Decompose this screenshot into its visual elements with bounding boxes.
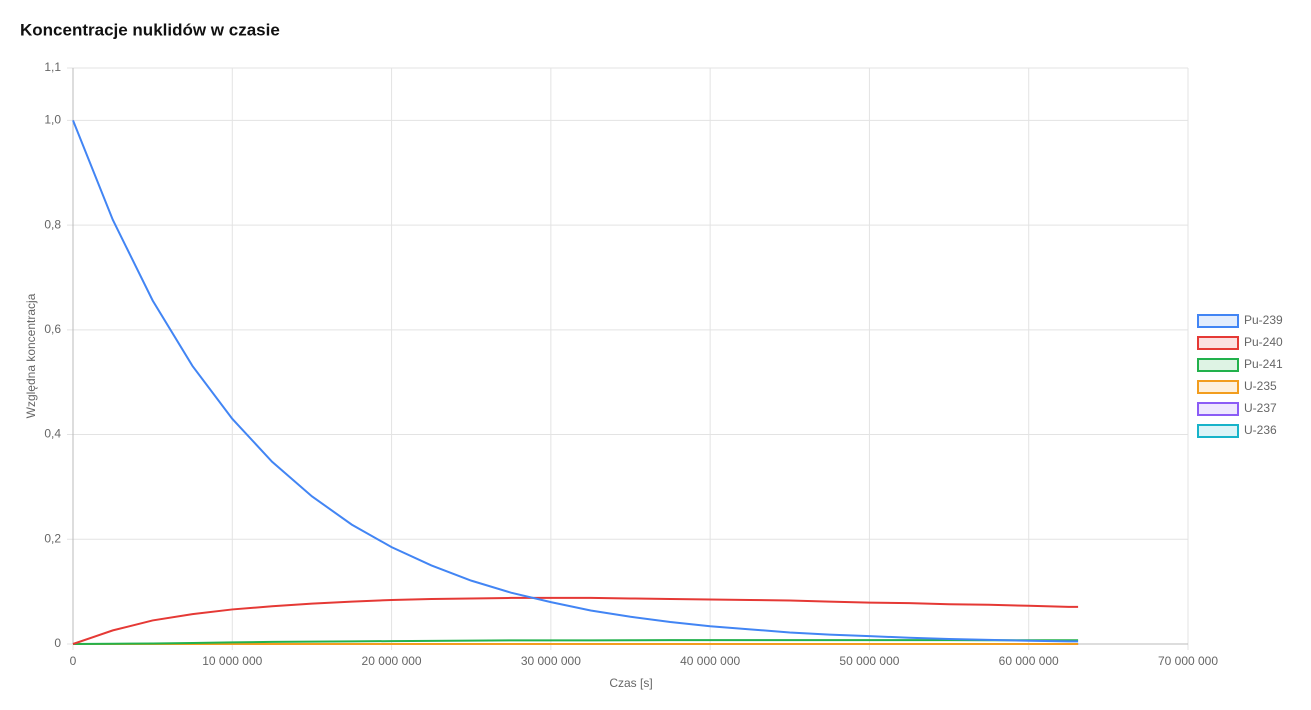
x-tick-label: 40 000 000 <box>680 654 740 668</box>
legend-swatch[interactable] <box>1197 336 1239 350</box>
legend-label[interactable]: U-237 <box>1244 401 1277 415</box>
legend-swatch[interactable] <box>1197 402 1239 416</box>
x-tick-label: 10 000 000 <box>202 654 262 668</box>
y-tick-label: 0,6 <box>44 322 61 336</box>
x-tick-label: 20 000 000 <box>362 654 422 668</box>
y-tick-label: 1,1 <box>44 60 61 74</box>
y-tick-label: 0 <box>54 636 61 650</box>
y-tick-label: 1,0 <box>44 113 61 127</box>
x-axis-label: Czas [s] <box>609 676 652 690</box>
series-line <box>72 596 1079 645</box>
y-tick-label: 0,8 <box>44 217 61 231</box>
y-tick-label: 0,2 <box>44 531 61 545</box>
y-tick-label: 0,4 <box>44 427 61 441</box>
y-axis-label: Względna koncentracja <box>24 293 38 418</box>
legend-label[interactable]: Pu-241 <box>1244 357 1283 371</box>
series-line <box>72 119 1079 643</box>
legend-swatch[interactable] <box>1197 380 1239 394</box>
x-tick-label: 60 000 000 <box>999 654 1059 668</box>
chart-title: Koncentracje nuklidów w czasie <box>20 20 280 39</box>
legend-label[interactable]: U-236 <box>1244 423 1277 437</box>
legend-label[interactable]: Pu-240 <box>1244 335 1283 349</box>
x-tick-label: 0 <box>70 654 77 668</box>
x-tick-label: 30 000 000 <box>521 654 581 668</box>
legend-swatch[interactable] <box>1197 314 1239 328</box>
legend-swatch[interactable] <box>1197 358 1239 372</box>
legend-label[interactable]: Pu-239 <box>1244 313 1283 327</box>
legend-swatch[interactable] <box>1197 424 1239 438</box>
series-line <box>72 639 1079 645</box>
legend-label[interactable]: U-235 <box>1244 379 1277 393</box>
x-tick-label: 70 000 000 <box>1158 654 1218 668</box>
x-tick-label: 50 000 000 <box>839 654 899 668</box>
